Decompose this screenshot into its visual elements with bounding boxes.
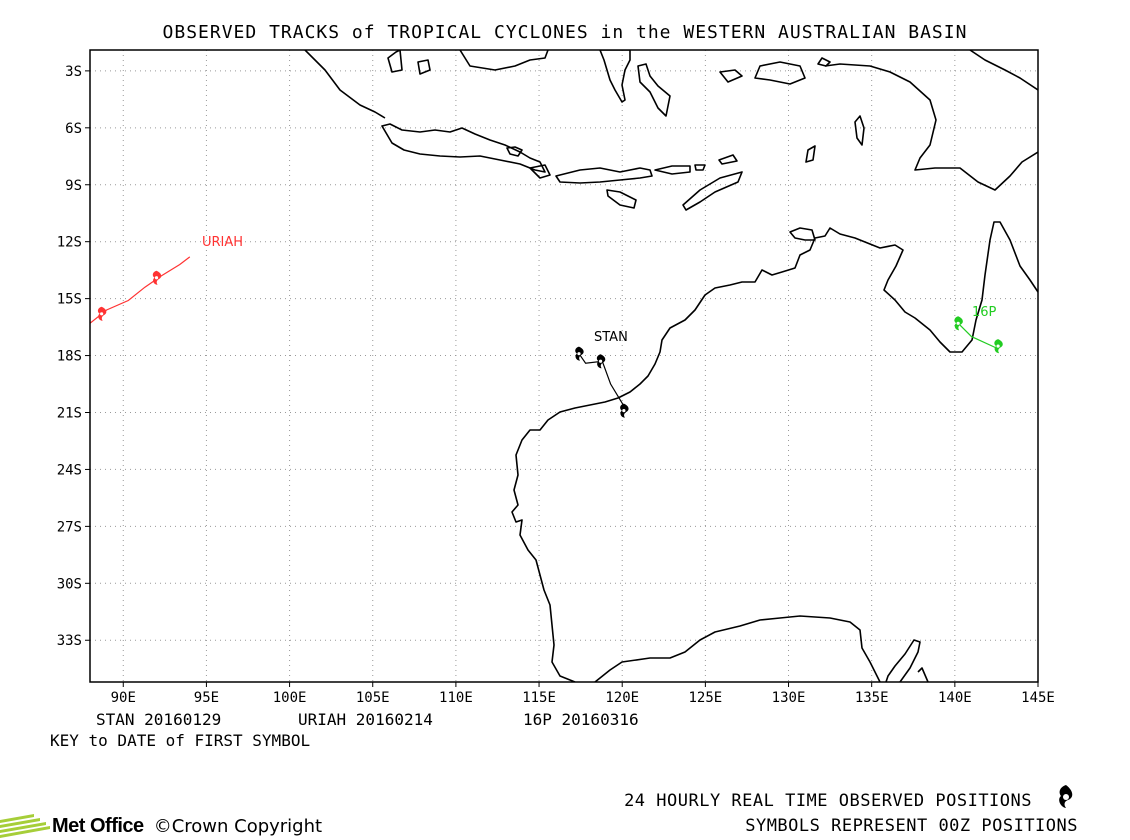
tick-label-lat: 27S — [57, 519, 82, 535]
tick-label-lon: 120E — [605, 690, 639, 706]
tick-label-lat: 24S — [57, 462, 82, 478]
cyclone-symbol-16p — [954, 316, 963, 331]
tick-label-lat: 3S — [65, 64, 82, 80]
key-note: KEY to DATE of FIRST SYMBOL — [50, 731, 311, 750]
key-date-uriah: URIAH 20160214 — [298, 710, 433, 729]
coastline-java — [381, 123, 546, 173]
tick-label-lon: 145E — [1021, 690, 1055, 706]
tick-label-lat: 6S — [65, 121, 82, 137]
coastline-australia-south — [594, 615, 881, 682]
cyclone-symbol-16p — [994, 339, 1003, 354]
key-date-16p: 16P 20160316 — [523, 710, 639, 729]
coastline-new-guinea — [824, 63, 1038, 191]
coastlines — [304, 50, 1038, 682]
tick-label-lat: 30S — [57, 576, 82, 592]
cyclone-symbol-stan — [575, 346, 584, 361]
tick-label-lon: 135E — [855, 690, 889, 706]
cyclone-symbol-uriah — [97, 306, 107, 321]
coastline-sumba — [606, 189, 637, 209]
coastline-borneo — [387, 50, 549, 75]
coastline-flores — [654, 154, 738, 175]
coastline-small-islands — [805, 115, 865, 163]
cyclone-symbol-stan — [620, 403, 629, 418]
tick-label-lat: 9S — [65, 178, 82, 194]
legend-line-2: SYMBOLS REPRESENT 00Z POSITIONS — [745, 816, 1078, 836]
cyclone-symbol-icon — [1059, 785, 1073, 808]
tick-label-lon: 105E — [356, 690, 390, 706]
coastline-australia-southeast — [885, 639, 921, 682]
tick-label-lat: 15S — [57, 292, 82, 308]
coastline-sulawesi — [599, 50, 671, 117]
axis-ticks: 90E 95E 100E 105E 110E 115E 120E 125E 130E 135E 14… — [57, 64, 1055, 706]
coastline-bali — [506, 146, 523, 157]
storm-label-uriah: URIAH — [202, 235, 243, 250]
coastline-timor — [682, 171, 743, 211]
coastline-australia — [511, 221, 1038, 682]
chart-title: OBSERVED TRACKS of TROPICAL CYCLONES in … — [162, 22, 968, 43]
tick-label-lon: 140E — [938, 690, 972, 706]
tick-label-lon: 130E — [772, 690, 806, 706]
key-date-stan: STAN 20160129 — [96, 710, 222, 729]
plot-frame — [89, 49, 1039, 683]
track-line-uriah — [90, 256, 191, 325]
coastline-melville — [789, 227, 816, 241]
tick-label-lat: 12S — [57, 235, 82, 251]
met-office-branding: Met Office ©Crown Copyright — [0, 812, 322, 840]
brand-copyright: ©Crown Copyright — [153, 815, 323, 837]
track-line-16p — [957, 322, 997, 349]
tick-label-lon: 95E — [194, 690, 219, 706]
storm-label-stan: STAN — [594, 330, 628, 345]
storm-label-16p: 16P — [972, 305, 997, 320]
cyclone-tracks — [90, 256, 1003, 418]
met-office-logo-icon — [0, 814, 50, 838]
brand-name: Met Office — [52, 814, 144, 837]
gridlines — [90, 50, 1039, 682]
tick-label-lat: 33S — [57, 633, 82, 649]
coastline-sumatra — [304, 50, 386, 119]
tick-label-lon: 90E — [111, 690, 136, 706]
tick-label-lon: 115E — [522, 690, 556, 706]
coastline-lombok-sumbawa — [529, 164, 653, 184]
legend-line-1: 24 HOURLY REAL TIME OBSERVED POSITIONS — [624, 791, 1032, 811]
tick-label-lon: 110E — [439, 690, 473, 706]
cyclone-symbol-uriah — [152, 270, 162, 285]
coastline-tip — [917, 667, 929, 682]
cyclone-symbol-stan — [596, 354, 606, 369]
tick-label-lat: 18S — [57, 349, 82, 365]
tick-label-lon: 125E — [689, 690, 723, 706]
tick-label-lat: 21S — [57, 405, 82, 421]
coastline-new-guinea-north — [969, 50, 1038, 91]
cyclone-track-map: 90E 95E 100E 105E 110E 115E 120E 125E 130E 135E 14… — [57, 49, 1055, 706]
tick-label-lon: 100E — [273, 690, 307, 706]
